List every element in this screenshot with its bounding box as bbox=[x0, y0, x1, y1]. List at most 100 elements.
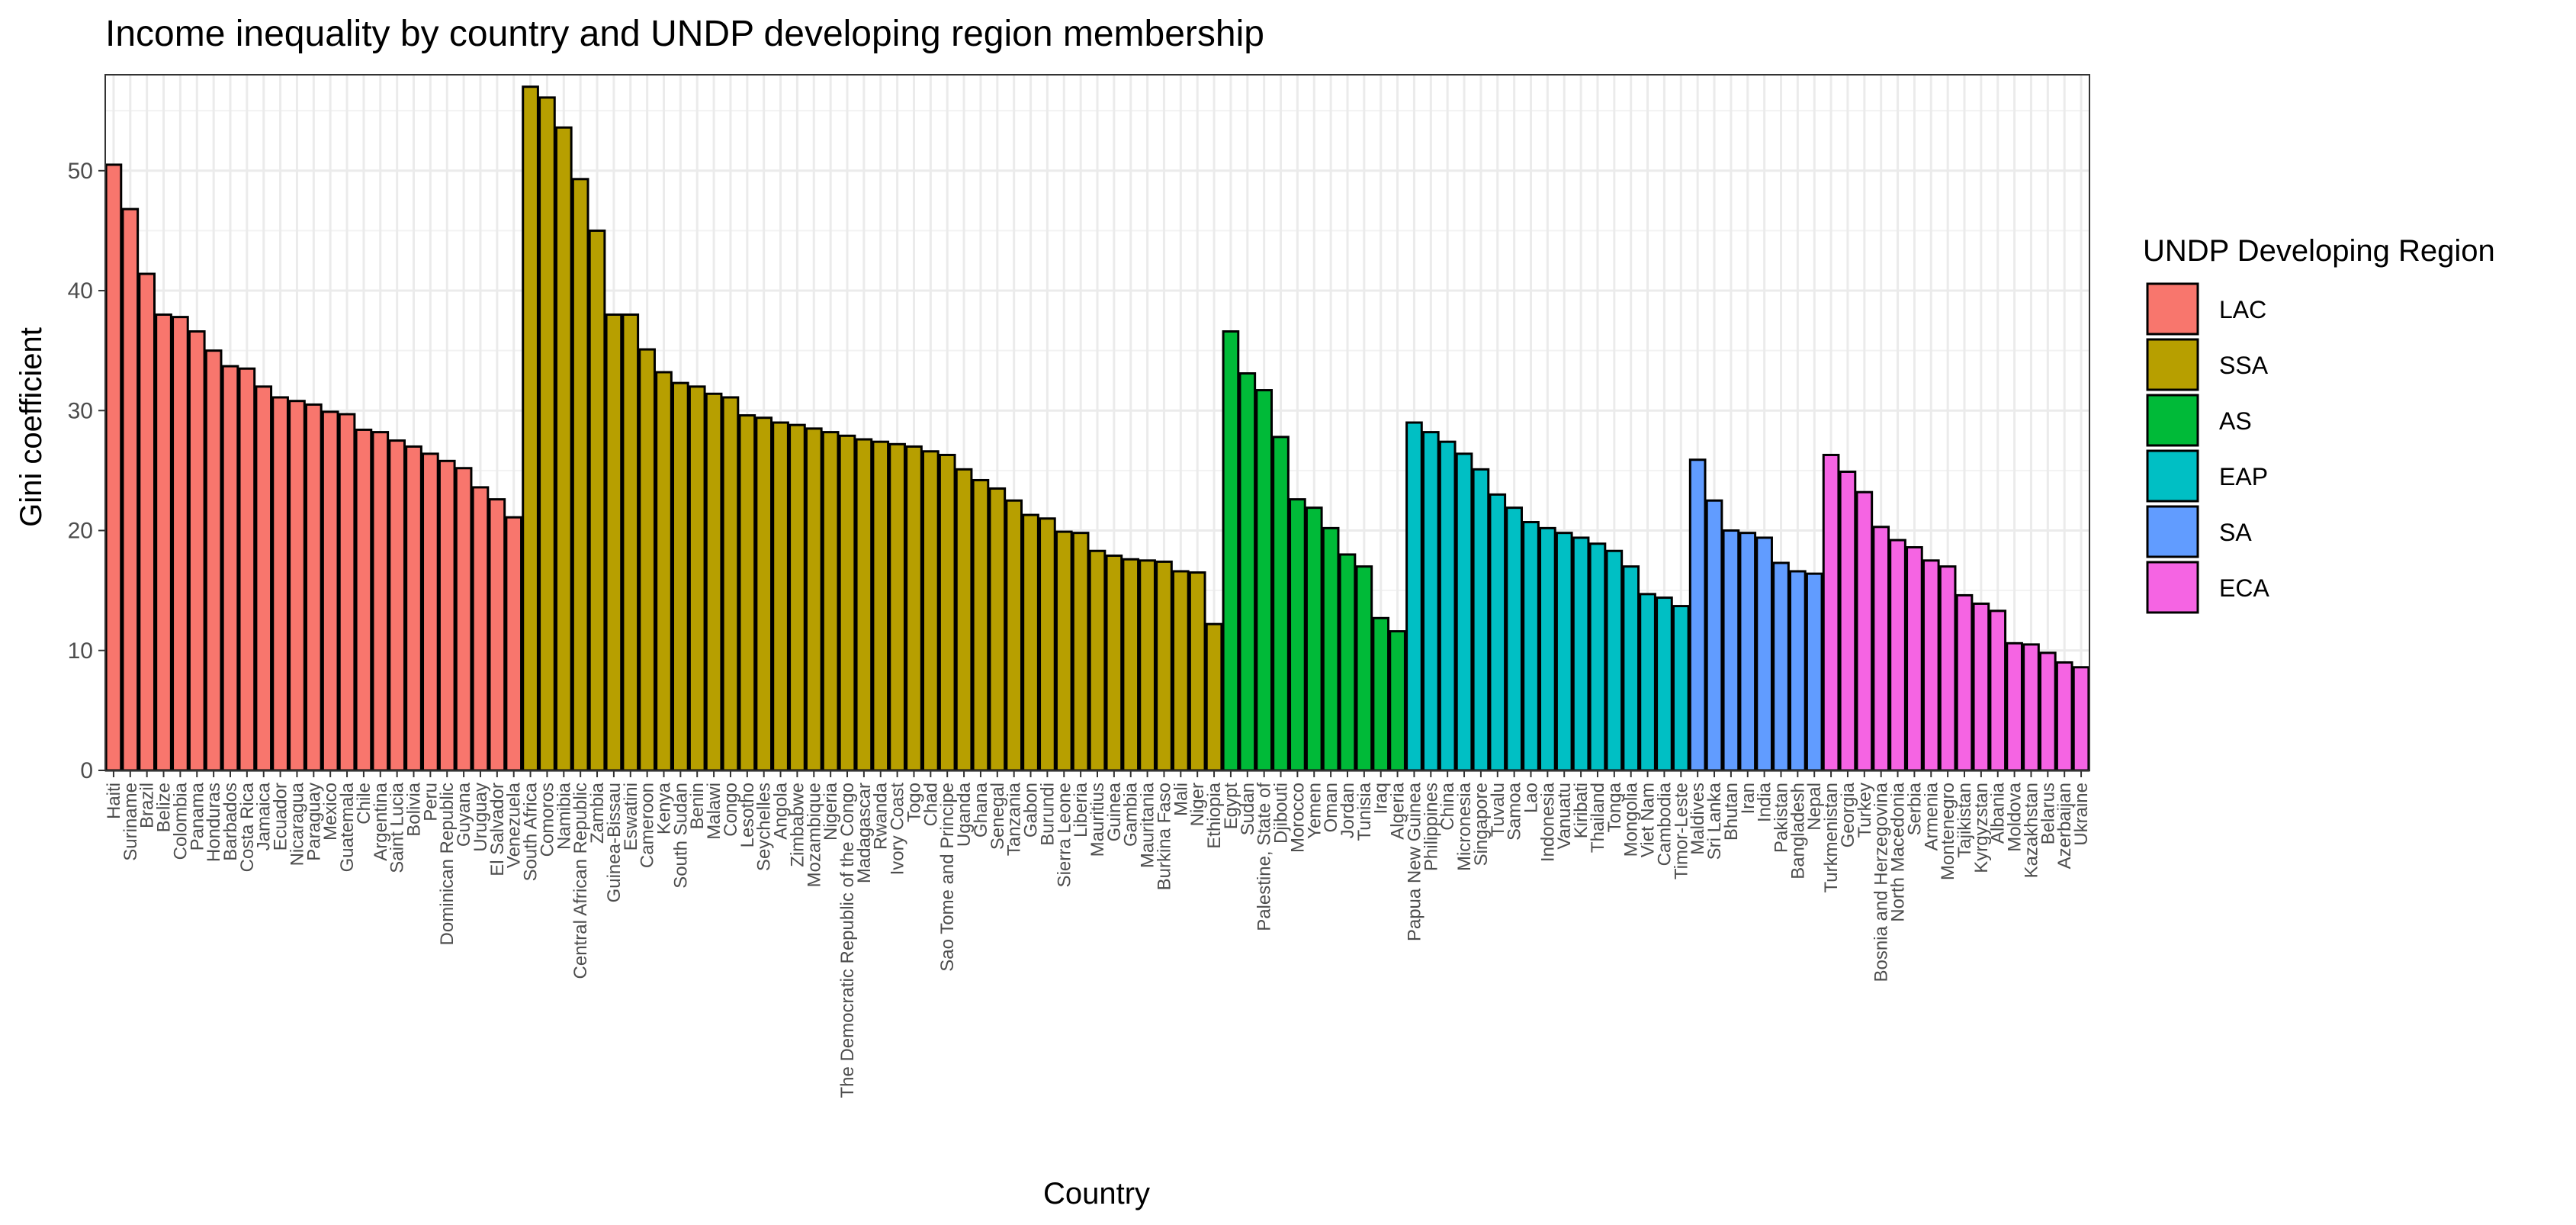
bar-eswatini bbox=[622, 313, 640, 772]
x-tick-label: Indonesia bbox=[1537, 782, 1558, 862]
x-tick-label: Nigeria bbox=[821, 782, 841, 841]
x-tick-label: Iraq bbox=[1371, 783, 1392, 814]
x-tick-label: Jordan bbox=[1338, 783, 1358, 838]
x-tick-label: Palestine, State of bbox=[1254, 783, 1275, 931]
x-tick-label: Senegal bbox=[988, 783, 1008, 850]
x-tick-label: Tonga bbox=[1604, 782, 1625, 832]
bar-mauritius bbox=[1088, 549, 1107, 772]
bar-tuvalu bbox=[1489, 493, 1507, 772]
bar-belize bbox=[155, 313, 172, 772]
x-tick-label: Guyana bbox=[454, 782, 474, 847]
x-tick-label: Djibouti bbox=[1271, 783, 1292, 844]
bar-namibia bbox=[554, 126, 573, 772]
bar-peru bbox=[422, 452, 439, 772]
legend-key-sa bbox=[2146, 505, 2199, 558]
x-tick-label: Comoros bbox=[537, 783, 557, 857]
legend-key-ssa bbox=[2146, 338, 2199, 391]
bar-bosnia-and-herzegovina bbox=[1872, 526, 1890, 772]
bar-zimbabwe bbox=[789, 423, 806, 772]
y-tick-label: 30 bbox=[68, 398, 93, 423]
x-tick-label: Eswatini bbox=[621, 783, 641, 850]
x-tick-label: China bbox=[1437, 782, 1458, 830]
x-tick-label: Mauritius bbox=[1087, 783, 1108, 857]
x-tick-label: Bangladesh bbox=[1787, 783, 1808, 879]
y-tick-label: 20 bbox=[68, 519, 93, 544]
x-tick-label: Sudan bbox=[1238, 783, 1258, 835]
x-tick-label: Philippines bbox=[1421, 783, 1441, 871]
x-tick-label: Albania bbox=[1988, 782, 2009, 844]
legend-key-lac bbox=[2146, 282, 2199, 336]
x-tick-label: Dominican Republic bbox=[437, 783, 458, 945]
x-tick-label: Singapore bbox=[1471, 783, 1492, 866]
x-tick-label: Kazakhstan bbox=[2021, 783, 2041, 878]
bar-jordan bbox=[1338, 553, 1357, 772]
bar-philippines bbox=[1421, 431, 1440, 772]
bar-kazakhstan bbox=[2022, 643, 2040, 772]
x-tick-label: Paraguay bbox=[304, 783, 324, 861]
x-tick-label: Bhutan bbox=[1721, 783, 1742, 841]
bar-lao bbox=[1522, 521, 1540, 772]
bar-vanuatu bbox=[1555, 532, 1573, 772]
x-tick-label: Maldives bbox=[1688, 783, 1708, 855]
x-tick-label: Uganda bbox=[954, 782, 975, 847]
bar-south-sudan bbox=[672, 381, 689, 772]
bar-south-africa bbox=[522, 85, 539, 772]
bar-bolivia bbox=[405, 445, 422, 772]
x-tick-label: Nicaragua bbox=[287, 782, 307, 866]
bar-china bbox=[1438, 440, 1457, 772]
bar-dominican-republic bbox=[438, 459, 456, 772]
bar-viet-nam bbox=[1639, 593, 1656, 772]
x-axis: HaitiSurinameBrazilBelizeColombiaPanamaH… bbox=[104, 770, 2092, 1098]
bar-panama bbox=[188, 330, 206, 772]
x-tick-label: South Africa bbox=[521, 782, 541, 881]
x-tick-label: Belize bbox=[154, 783, 175, 832]
bar-sudan bbox=[1238, 372, 1257, 772]
bar-tunisia bbox=[1355, 565, 1373, 772]
x-tick-label: Honduras bbox=[204, 783, 224, 862]
bar-north-macedonia bbox=[1889, 539, 1906, 772]
x-tick-label: Thailand bbox=[1588, 783, 1608, 853]
y-tick-label: 40 bbox=[68, 278, 93, 304]
bar-armenia bbox=[1922, 559, 1940, 772]
x-tick-label: Peru bbox=[420, 783, 441, 821]
x-tick-label: Cambodia bbox=[1654, 782, 1675, 866]
bar-pakistan bbox=[1772, 561, 1790, 772]
bar-nigeria bbox=[821, 431, 840, 772]
x-tick-label: Georgia bbox=[1838, 782, 1858, 847]
bar-suriname bbox=[121, 207, 140, 772]
bar-mexico bbox=[321, 410, 339, 772]
x-tick-label: Tunisia bbox=[1354, 782, 1375, 841]
y-axis: 0 10 20 30 40 50 bbox=[68, 159, 105, 783]
bar-maldives bbox=[1688, 458, 1707, 772]
x-tick-label: Niger bbox=[1187, 783, 1208, 826]
bar-thailand bbox=[1588, 542, 1607, 772]
x-tick-label: Mongolia bbox=[1621, 782, 1642, 857]
bar-ethiopia bbox=[1205, 622, 1223, 772]
x-tick-label: Kyrgyzstan bbox=[1971, 783, 1992, 873]
x-tick-label: Lao bbox=[1521, 783, 1542, 813]
bar-benin bbox=[688, 385, 706, 772]
bar-congo bbox=[721, 396, 740, 772]
x-tick-label: Turkmenistan bbox=[1821, 783, 1842, 893]
bar-singapore bbox=[1472, 468, 1490, 772]
x-tick-label: Mali bbox=[1171, 783, 1191, 816]
bar-indonesia bbox=[1539, 526, 1556, 772]
x-tick-label: Suriname bbox=[120, 783, 141, 861]
y-axis-title: Gini coefficient bbox=[14, 327, 48, 527]
bar-ukraine bbox=[2072, 666, 2090, 772]
x-tick-label: Saint Lucia bbox=[387, 782, 408, 873]
x-tick-label: Algeria bbox=[1388, 782, 1408, 839]
x-tick-label: Costa Rica bbox=[237, 782, 258, 872]
bar-ecuador bbox=[271, 396, 289, 772]
x-tick-label: Oman bbox=[1321, 783, 1341, 832]
x-tick-label: Turkey bbox=[1855, 783, 1875, 838]
bar-the-democratic-republic-of-the-congo bbox=[838, 434, 856, 772]
x-tick-label: Seychelles bbox=[754, 783, 775, 871]
bar-zambia bbox=[588, 229, 606, 772]
bar-burkina-faso bbox=[1155, 560, 1173, 772]
x-tick-label: Ethiopia bbox=[1204, 782, 1225, 848]
bar-senegal bbox=[988, 487, 1007, 772]
x-tick-label: Nepal bbox=[1804, 783, 1825, 831]
bar-bhutan bbox=[1722, 529, 1740, 772]
bar-morocco bbox=[1289, 498, 1306, 772]
